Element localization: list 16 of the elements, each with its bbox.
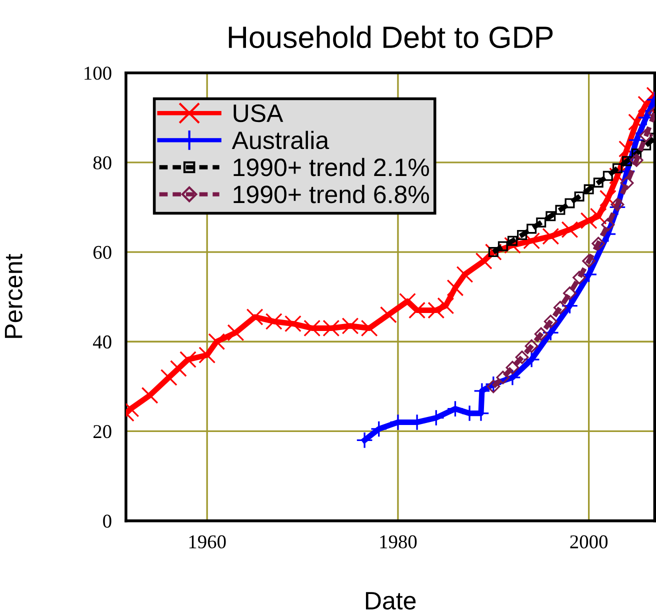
legend-label: 1990+ trend 6.8% bbox=[234, 184, 429, 204]
y-tick-label: 80 bbox=[93, 156, 112, 170]
y-axis-title: Percent bbox=[4, 254, 22, 338]
chart-title: Household Debt to GDP bbox=[228, 26, 553, 48]
x-tick-label: 2000 bbox=[570, 535, 608, 548]
y-tick-label: 60 bbox=[93, 246, 112, 259]
y-tick-label: 0 bbox=[103, 514, 112, 528]
y-tick-label: 40 bbox=[93, 335, 112, 349]
x-axis-title: Date bbox=[366, 592, 416, 610]
y-tick-label: 20 bbox=[93, 425, 112, 438]
x-tick-label: 1960 bbox=[189, 535, 226, 548]
legend-label: Australia bbox=[232, 130, 330, 150]
x-tick-label: 1980 bbox=[380, 535, 417, 548]
legend-label: USA bbox=[234, 104, 284, 122]
y-tick-label: 100 bbox=[84, 66, 112, 80]
legend-label: 1990+ trend 2.1% bbox=[234, 158, 429, 176]
